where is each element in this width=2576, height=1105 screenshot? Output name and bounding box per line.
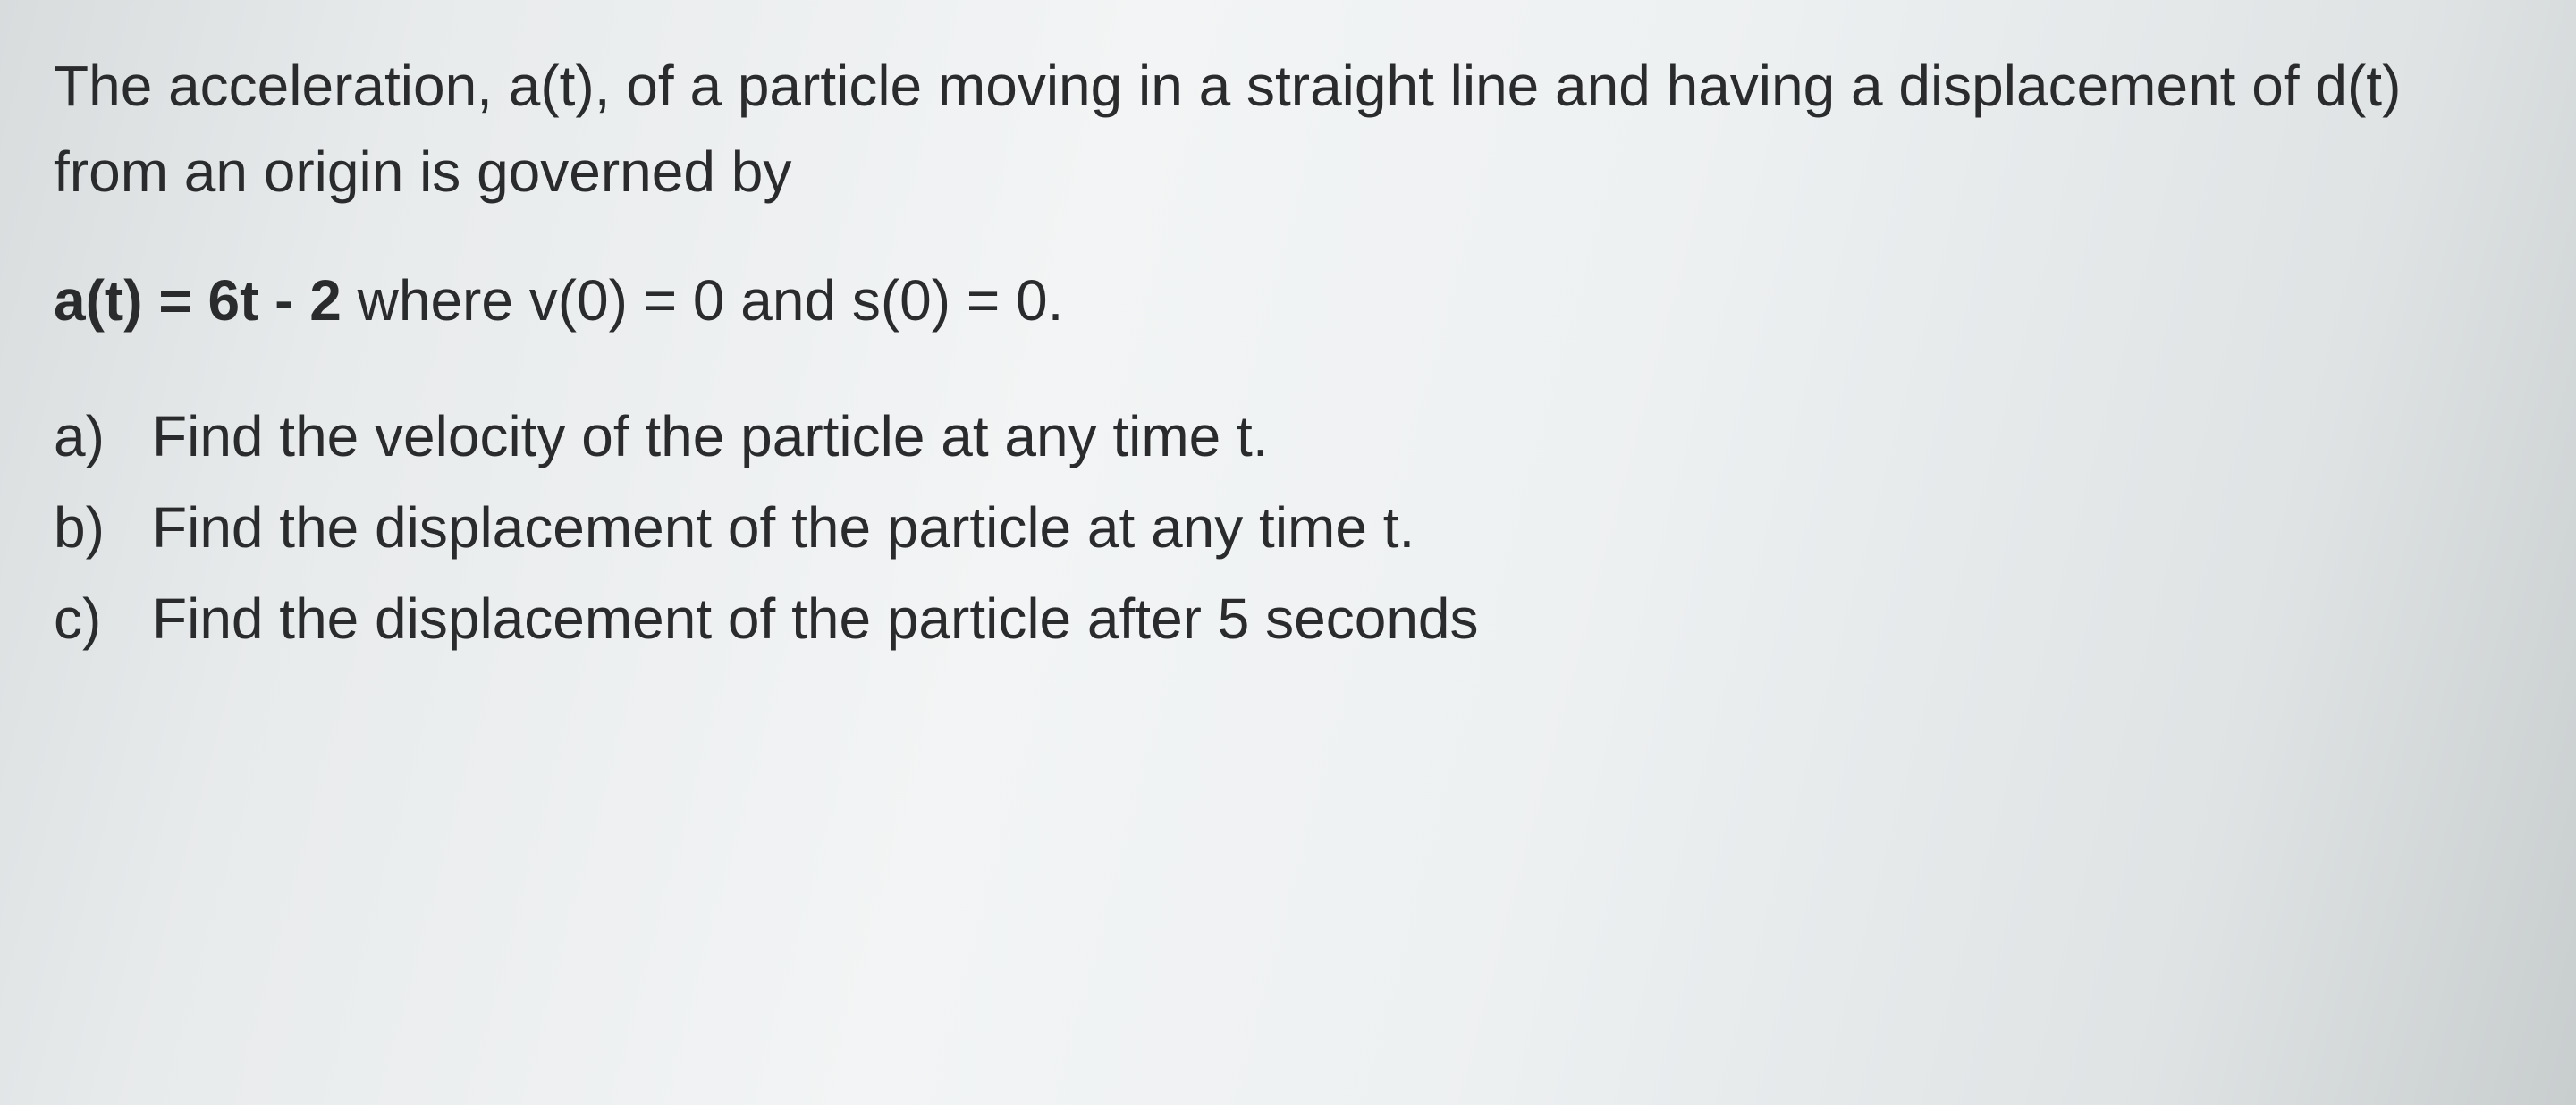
part-text: Find the displacement of the particle af… [152, 576, 2521, 662]
part-text: Find the displacement of the particle at… [152, 485, 2521, 570]
equation-rest-part: where v(0) = 0 and s(0) = 0. [342, 268, 1064, 333]
part-row: a) Find the velocity of the particle at … [54, 393, 2521, 479]
part-row: c) Find the displacement of the particle… [54, 576, 2521, 662]
part-row: b) Find the displacement of the particle… [54, 485, 2521, 570]
problem-container: The acceleration, a(t), of a particle mo… [54, 43, 2521, 662]
part-label: b) [54, 485, 152, 570]
problem-equation: a(t) = 6t - 2 where v(0) = 0 and s(0) = … [54, 257, 2521, 343]
part-label: a) [54, 393, 152, 479]
part-label: c) [54, 576, 152, 662]
part-text: Find the velocity of the particle at any… [152, 393, 2521, 479]
problem-intro: The acceleration, a(t), of a particle mo… [54, 43, 2521, 215]
problem-parts: a) Find the velocity of the particle at … [54, 393, 2521, 662]
equation-bold-part: a(t) = 6t - 2 [54, 268, 342, 333]
